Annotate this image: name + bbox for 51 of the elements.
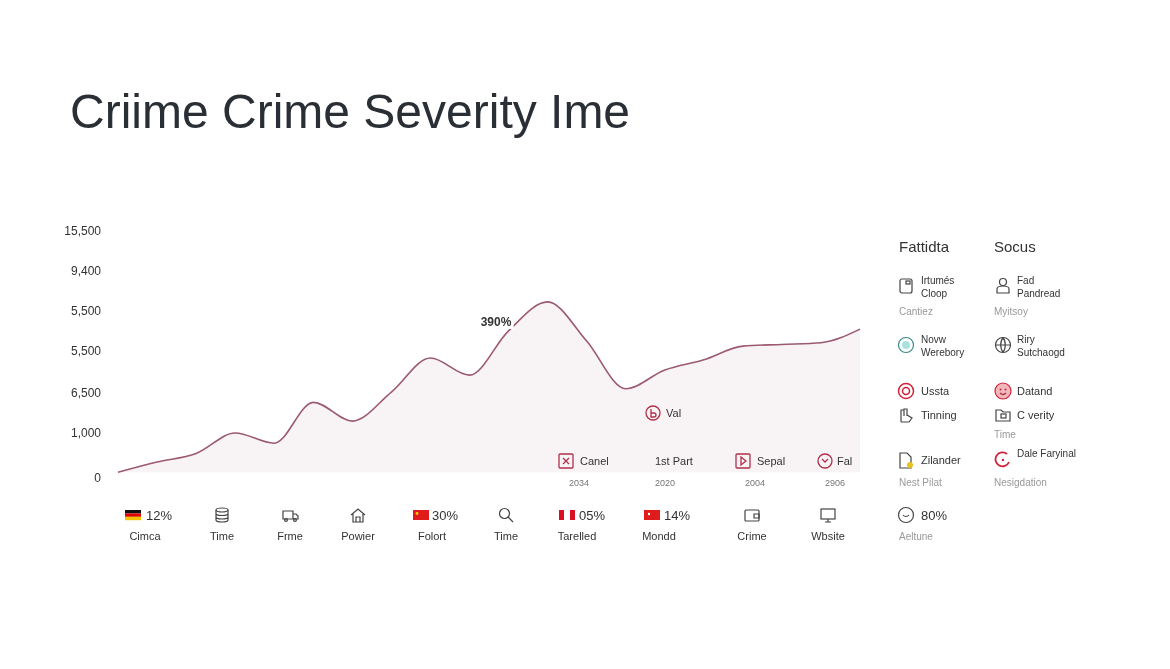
text: Cimca — [129, 530, 161, 543]
annotation: 5,500 — [70, 304, 101, 318]
annotation: Val — [666, 407, 682, 420]
text: Wbsite — [811, 530, 845, 543]
annotation: 0 — [94, 471, 101, 485]
text: Dale Faryinal — [1017, 447, 1077, 460]
text: 12% — [146, 508, 173, 523]
annotation: Fal — [837, 455, 853, 468]
text: Folort — [417, 530, 447, 543]
text: Nesigdation — [994, 476, 1047, 489]
text: 2020 — [655, 477, 676, 490]
text: Tarelled — [557, 530, 597, 543]
annotation: 5,500 — [70, 344, 101, 358]
text: Nest Pilat — [899, 476, 942, 489]
text: Time — [493, 530, 519, 543]
text: Datand — [1017, 385, 1053, 398]
text: Aeltune — [899, 530, 933, 543]
text: Time — [994, 428, 1016, 441]
text: Mondd — [642, 530, 676, 543]
text: Myitsoy — [994, 305, 1028, 318]
annotation: 1,000 — [70, 426, 101, 440]
text: Frme — [277, 530, 303, 543]
text: 2004 — [745, 477, 766, 490]
text: Socus — [994, 238, 1036, 255]
text: 30% — [432, 508, 459, 523]
text: 2034 — [569, 477, 590, 490]
text: Tinning — [921, 409, 957, 422]
text: Crime — [737, 530, 767, 543]
text: 14% — [664, 508, 691, 523]
text: Riry Sutchaogd — [1017, 333, 1066, 359]
annotation: 6,500 — [70, 386, 101, 400]
text: 05% — [579, 508, 606, 523]
text: 9,400 — [70, 264, 101, 278]
text: 2906 — [825, 477, 846, 490]
annotation: 1st Part — [655, 455, 693, 468]
text: 80% — [921, 508, 948, 523]
chart-title: Criime Crime Severity Ime — [70, 84, 631, 139]
text: 15,500 — [64, 224, 101, 238]
text: Novw Werebory — [921, 333, 966, 359]
text: Irtumés Cloop — [921, 274, 956, 300]
text: Powier — [341, 530, 375, 543]
annotation: Sepal — [757, 455, 786, 468]
text: Ussta — [921, 385, 950, 398]
text: Fattidta — [899, 238, 950, 255]
text: C verity — [1017, 409, 1055, 422]
annotation: 390% — [478, 315, 514, 329]
text: Zilander — [921, 454, 961, 467]
text: Cantiez — [899, 305, 933, 318]
text: Time — [209, 530, 235, 543]
annotation: Canel — [580, 455, 609, 468]
text: Fad Pandread — [1017, 274, 1062, 300]
